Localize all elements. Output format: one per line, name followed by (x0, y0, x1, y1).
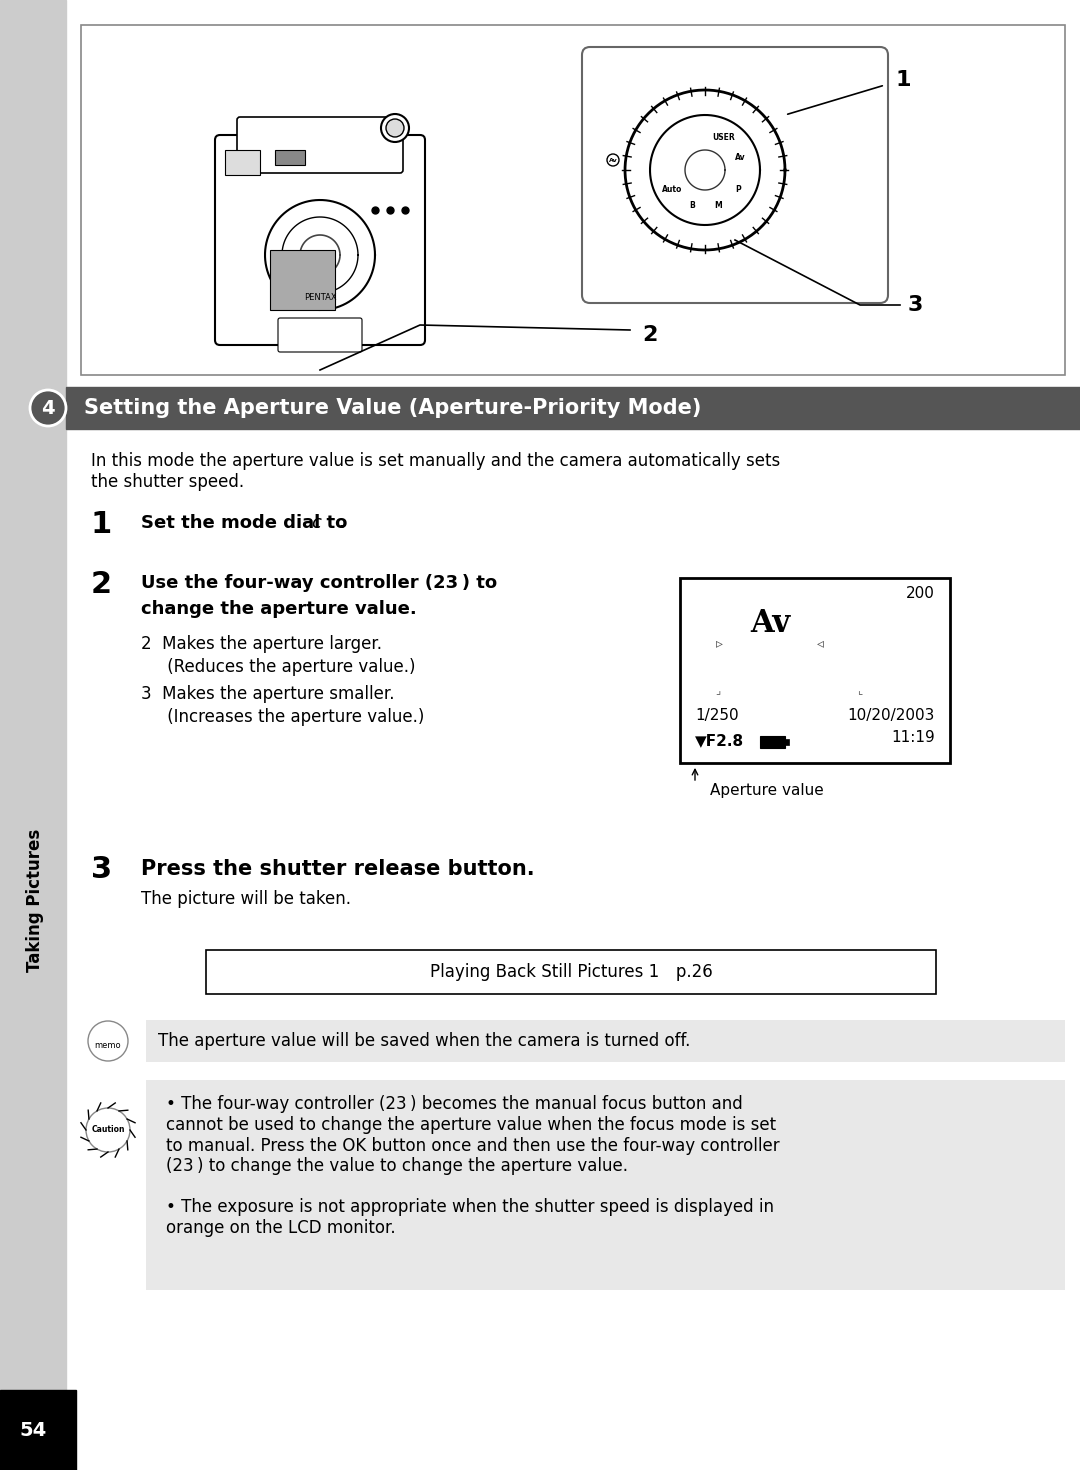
Text: Use the four-way controller (23 ) to: Use the four-way controller (23 ) to (141, 573, 497, 592)
Text: ◃: ◃ (816, 637, 824, 650)
Text: 2  Makes the aperture larger.: 2 Makes the aperture larger. (141, 635, 382, 653)
Text: c: c (311, 514, 321, 532)
Text: Aperture value: Aperture value (710, 784, 824, 798)
Text: Av: Av (750, 609, 791, 639)
Bar (0, 0, 66, 1470)
Text: 200: 200 (906, 587, 935, 601)
FancyBboxPatch shape (215, 135, 426, 345)
Text: The picture will be taken.: The picture will be taken. (141, 889, 351, 908)
Text: ▹: ▹ (716, 637, 724, 650)
Text: 1: 1 (895, 71, 910, 90)
Circle shape (30, 390, 66, 426)
Text: memo: memo (95, 1041, 121, 1050)
FancyBboxPatch shape (237, 118, 403, 173)
Text: Setting the Aperture Value (Aperture-Priority Mode): Setting the Aperture Value (Aperture-Pri… (84, 398, 701, 417)
Text: Set the mode dial to: Set the mode dial to (141, 514, 353, 532)
Text: 11:19: 11:19 (891, 731, 935, 745)
Text: 3  Makes the aperture smaller.: 3 Makes the aperture smaller. (141, 685, 394, 703)
Bar (760, 736, 785, 748)
Text: 10/20/2003: 10/20/2003 (848, 709, 935, 723)
Text: ⌟: ⌟ (715, 686, 720, 695)
Text: Caution: Caution (91, 1126, 125, 1135)
Text: • The four-way controller (23 ) becomes the manual focus button and
cannot be us: • The four-way controller (23 ) becomes … (166, 1095, 780, 1176)
Text: 1: 1 (91, 510, 112, 539)
Text: 2: 2 (91, 570, 112, 598)
Text: 4: 4 (41, 398, 55, 417)
Bar (66, 387, 1080, 429)
Text: • The exposure is not appropriate when the shutter speed is displayed in
orange : • The exposure is not appropriate when t… (166, 1198, 774, 1236)
Bar (81, 25, 1065, 375)
Bar (0, 1391, 76, 1470)
Text: 54: 54 (19, 1420, 46, 1439)
Text: The aperture value will be saved when the camera is turned off.: The aperture value will be saved when th… (158, 1032, 690, 1050)
Text: Av: Av (735, 153, 746, 162)
Bar (146, 1020, 1065, 1061)
Bar (680, 578, 950, 763)
Bar (225, 150, 260, 175)
Text: (Reduces the aperture value.): (Reduces the aperture value.) (141, 659, 416, 676)
Text: 3: 3 (907, 295, 922, 315)
Text: In this mode the aperture value is set manually and the camera automatically set: In this mode the aperture value is set m… (91, 451, 780, 491)
Text: M: M (714, 201, 721, 210)
Circle shape (86, 1108, 130, 1152)
Text: ▼F2.8: ▼F2.8 (696, 734, 744, 748)
Text: P: P (735, 185, 741, 194)
Text: ⌞: ⌞ (858, 686, 863, 695)
Circle shape (87, 1022, 129, 1061)
Text: Playing Back Still Pictures 1 p.26: Playing Back Still Pictures 1 p.26 (430, 963, 713, 980)
Text: B: B (689, 201, 694, 210)
Text: PENTAX: PENTAX (303, 293, 336, 301)
Text: 2: 2 (643, 325, 658, 345)
Circle shape (607, 154, 619, 166)
Text: (Increases the aperture value.): (Increases the aperture value.) (141, 709, 424, 726)
FancyBboxPatch shape (582, 47, 888, 303)
Circle shape (386, 119, 404, 137)
Bar (275, 150, 305, 165)
Text: 3: 3 (91, 856, 112, 883)
Text: USER: USER (713, 132, 735, 141)
Text: Taking Pictures: Taking Pictures (26, 829, 44, 972)
Circle shape (381, 115, 409, 143)
Bar (270, 250, 335, 310)
Text: Press the shutter release button.: Press the shutter release button. (141, 858, 535, 879)
Text: 1/250: 1/250 (696, 709, 739, 723)
Text: Av: Av (609, 157, 618, 163)
Text: Auto: Auto (662, 185, 683, 194)
Bar (146, 1080, 1065, 1291)
Bar (785, 739, 789, 745)
Text: change the aperture value.: change the aperture value. (141, 600, 417, 617)
Bar (206, 950, 936, 994)
FancyBboxPatch shape (278, 318, 362, 351)
Text: .: . (326, 514, 346, 532)
